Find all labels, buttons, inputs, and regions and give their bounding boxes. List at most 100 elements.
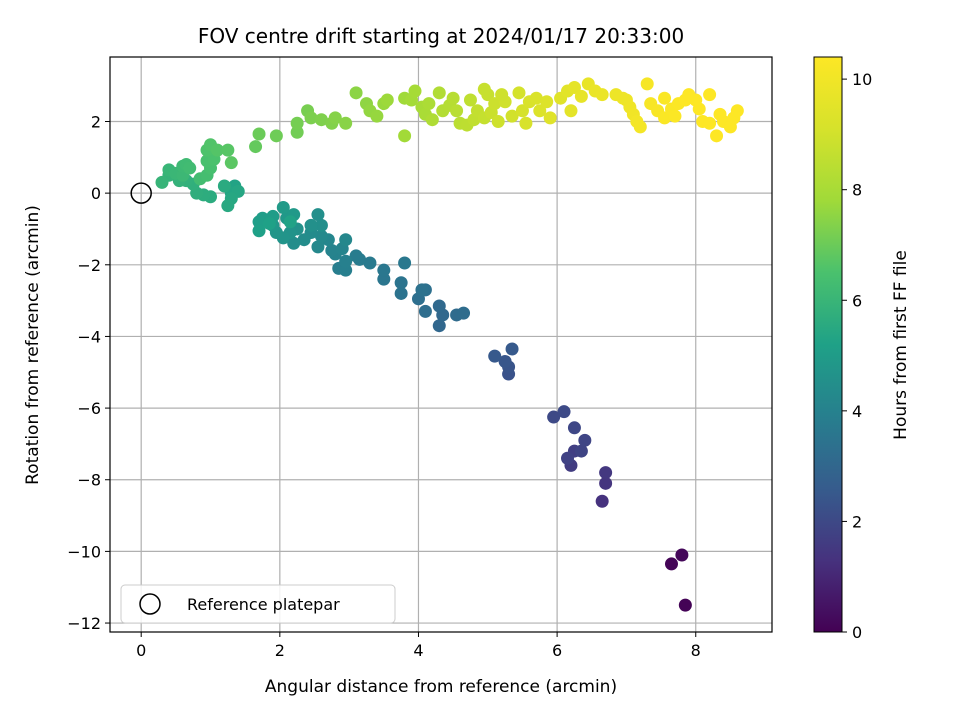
data-point	[675, 548, 689, 562]
data-point	[252, 127, 266, 141]
data-point	[377, 272, 391, 286]
reference-point	[130, 182, 152, 204]
data-point	[505, 342, 519, 356]
data-point	[394, 286, 408, 300]
x-tick-label: 4	[413, 641, 423, 660]
data-point	[283, 215, 297, 229]
data-point	[574, 444, 588, 458]
data-point	[249, 140, 263, 154]
data-point	[425, 113, 439, 127]
data-point	[276, 200, 290, 214]
colorbar-tick-label: 6	[852, 291, 862, 310]
data-point	[488, 349, 502, 363]
x-axis-ticks: 0 2 4 6 8	[136, 632, 701, 660]
data-point	[339, 263, 353, 277]
data-point	[547, 410, 561, 424]
legend-box	[120, 584, 396, 624]
data-point	[668, 109, 682, 123]
data-point	[533, 104, 547, 118]
data-point	[710, 129, 724, 143]
colorbar-label: Hours from first FF file	[891, 250, 911, 440]
legend: Reference platepar	[120, 584, 396, 624]
colorbar-tick-label: 0	[852, 623, 862, 642]
data-point	[269, 129, 283, 143]
data-point	[567, 421, 581, 435]
colorbar	[813, 56, 843, 633]
data-point	[418, 304, 432, 318]
y-tick-label: −10	[67, 542, 101, 561]
y-tick-label: 0	[91, 184, 101, 203]
colorbar-tick-label: 10	[852, 70, 872, 89]
data-point	[287, 236, 301, 250]
data-point	[339, 254, 353, 268]
data-point	[543, 111, 557, 125]
data-point	[540, 95, 554, 109]
x-tick-label: 2	[275, 641, 285, 660]
data-point	[446, 91, 460, 105]
data-point	[519, 116, 533, 130]
data-point	[578, 433, 592, 447]
data-points	[155, 77, 744, 612]
data-point	[491, 114, 505, 128]
data-point	[432, 319, 446, 333]
data-point	[599, 476, 613, 490]
plot-frame	[109, 56, 773, 633]
colorbar-tick-label: 2	[852, 512, 862, 531]
data-point	[252, 224, 266, 238]
data-point	[450, 104, 464, 118]
data-point	[377, 263, 391, 277]
data-point	[290, 116, 304, 130]
legend-marker	[139, 593, 161, 615]
data-point	[217, 179, 231, 193]
data-point	[349, 249, 363, 263]
data-point	[183, 161, 197, 175]
data-point	[210, 143, 224, 157]
y-axis-ticks: −12 −10 −8 −6 −4 −2 0 2	[67, 112, 110, 633]
data-point	[457, 306, 471, 320]
data-point	[290, 125, 304, 139]
data-point	[512, 86, 526, 100]
data-point	[595, 494, 609, 508]
data-point	[349, 86, 363, 100]
colorbar-tick-label: 8	[852, 181, 862, 200]
data-point	[574, 89, 588, 103]
y-tick-label: −8	[77, 471, 101, 490]
data-point	[658, 91, 672, 105]
colorbar-ticks: 0 2 4 6 8 10	[842, 70, 872, 642]
data-point	[633, 120, 647, 134]
y-tick-label: 2	[91, 112, 101, 131]
data-point	[311, 240, 325, 254]
data-point	[314, 113, 328, 127]
data-point	[658, 111, 672, 125]
data-point	[567, 80, 581, 94]
data-point	[422, 97, 436, 111]
data-point	[304, 218, 318, 232]
data-point	[398, 256, 412, 270]
data-point	[408, 84, 422, 98]
data-point	[325, 243, 339, 257]
data-point	[498, 355, 512, 369]
data-point	[561, 451, 575, 465]
data-point	[692, 102, 706, 116]
data-point	[380, 93, 394, 107]
data-point	[328, 111, 342, 125]
data-point	[221, 199, 235, 213]
data-point	[363, 256, 377, 270]
data-point	[730, 104, 744, 118]
data-point	[678, 598, 692, 612]
data-point	[616, 91, 630, 105]
data-point	[477, 82, 491, 96]
x-tick-label: 0	[136, 641, 146, 660]
data-point	[398, 129, 412, 143]
data-point	[339, 116, 353, 130]
y-tick-label: −6	[77, 399, 101, 418]
y-tick-label: −12	[67, 614, 101, 633]
data-point	[495, 88, 509, 102]
data-point	[432, 299, 446, 313]
data-point	[595, 88, 609, 102]
x-tick-label: 8	[691, 641, 701, 660]
legend-label: Reference platepar	[187, 595, 340, 614]
y-tick-label: −4	[77, 327, 101, 346]
data-point	[304, 111, 318, 125]
